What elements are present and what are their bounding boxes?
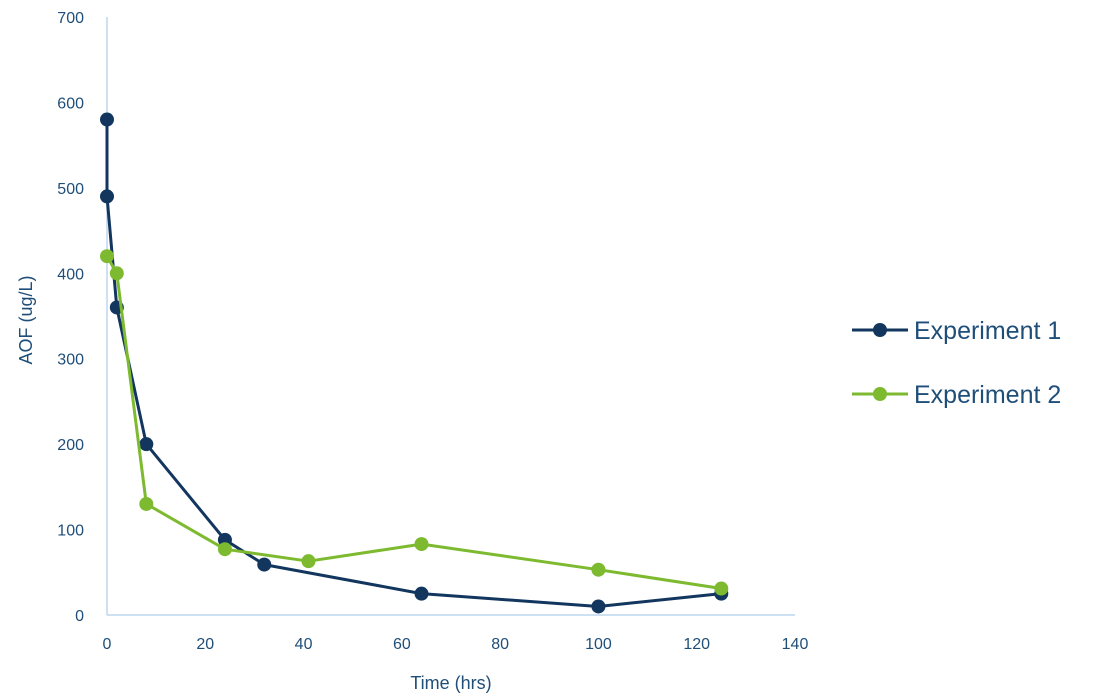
axes (106, 17, 795, 616)
x-tick-label: 20 (196, 636, 214, 653)
data-point (139, 496, 154, 511)
y-tick-label: 600 (57, 95, 84, 112)
y-tick-label: 0 (75, 608, 84, 625)
y-tick-label: 100 (57, 523, 84, 540)
data-point (139, 437, 154, 452)
series-line (105, 255, 722, 590)
data-point (301, 554, 316, 569)
legend-label: Experiment 1 (914, 317, 1061, 345)
legend-item-experiment-2: Experiment 2 (852, 381, 1061, 409)
x-tick-labels: 0 20 40 60 80 100 120 140 (103, 636, 809, 653)
y-tick-label: 200 (57, 437, 84, 454)
y-tick-label: 500 (57, 181, 84, 198)
data-point (100, 249, 114, 264)
series-1 (100, 112, 729, 614)
series-2 (100, 249, 729, 596)
legend-item-experiment-1: Experiment 1 (852, 317, 1061, 345)
x-tick-label: 80 (491, 636, 509, 653)
data-point (257, 557, 272, 572)
x-tick-label: 60 (393, 636, 411, 653)
data-point (100, 189, 114, 204)
legend: Experiment 1 Experiment 2 (852, 317, 1061, 409)
series-plot-area (100, 112, 729, 614)
data-point (591, 562, 606, 577)
y-tick-label: 700 (57, 10, 84, 27)
x-tick-label: 140 (782, 636, 809, 653)
x-tick-label: 120 (683, 636, 710, 653)
legend-swatch-marker (873, 323, 887, 337)
data-point (109, 266, 124, 281)
data-point (591, 599, 606, 614)
legend-swatch-marker (873, 387, 887, 401)
data-point (414, 586, 429, 601)
y-tick-label: 400 (57, 266, 84, 283)
x-tick-label: 0 (103, 636, 112, 653)
x-tick-label: 40 (295, 636, 313, 653)
y-axis-title: AOF (ug/L) (16, 275, 36, 364)
data-point (217, 542, 232, 557)
data-point (100, 112, 114, 127)
x-tick-label: 100 (585, 636, 612, 653)
legend-label: Experiment 2 (914, 381, 1061, 409)
data-point (714, 581, 729, 596)
data-point (414, 537, 429, 552)
y-tick-labels: 0 100 200 300 400 500 600 700 (57, 10, 84, 625)
y-tick-label: 300 (57, 352, 84, 369)
x-axis-title: Time (hrs) (410, 673, 491, 693)
